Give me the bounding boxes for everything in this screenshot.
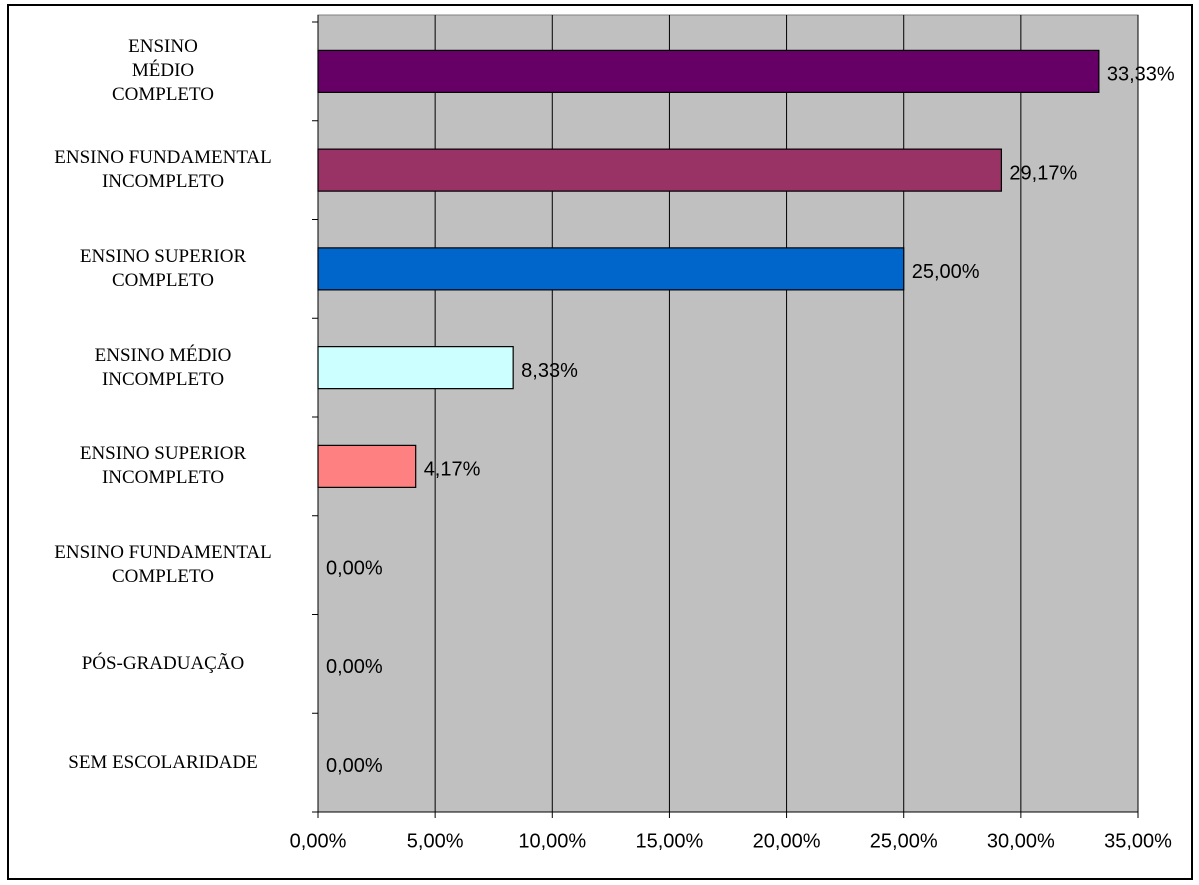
y-tick-label: SEM ESCOLARIDADE bbox=[68, 751, 258, 773]
x-tick-label: 30,00% bbox=[987, 830, 1055, 852]
value-label: 29,17% bbox=[1009, 162, 1077, 184]
chart-border bbox=[7, 4, 1193, 880]
y-tick-label: ENSINO SUPERIOR COMPLETO bbox=[79, 245, 247, 291]
bar bbox=[317, 346, 514, 390]
value-label: 4,17% bbox=[424, 459, 481, 481]
value-label: 25,00% bbox=[912, 261, 980, 283]
y-tick-label: ENSINO FUNDAMENTAL COMPLETO bbox=[54, 542, 272, 588]
value-label: 0,00% bbox=[326, 656, 383, 678]
bar bbox=[317, 49, 1100, 93]
y-tick-label: PÓS-GRADUAÇÃO bbox=[81, 652, 245, 674]
y-tick-label: ENSINO MÉDIO COMPLETO bbox=[111, 36, 215, 106]
x-tick-label: 5,00% bbox=[407, 830, 464, 852]
value-label: 0,00% bbox=[326, 755, 383, 777]
x-tick-label: 10,00% bbox=[518, 830, 586, 852]
bar bbox=[317, 444, 417, 488]
x-tick-label: 20,00% bbox=[753, 830, 821, 852]
x-tick-label: 35,00% bbox=[1104, 830, 1172, 852]
bar bbox=[317, 247, 905, 291]
y-tick-label: ENSINO MÉDIO INCOMPLETO bbox=[94, 344, 232, 390]
y-tick-label: ENSINO FUNDAMENTAL INCOMPLETO bbox=[54, 147, 272, 193]
plot-area bbox=[317, 14, 1139, 813]
value-label: 33,33% bbox=[1107, 64, 1175, 86]
x-tick-label: 15,00% bbox=[636, 830, 704, 852]
x-tick-label: 25,00% bbox=[870, 830, 938, 852]
x-tick-label: 0,00% bbox=[290, 830, 347, 852]
bar bbox=[317, 148, 1003, 192]
y-tick-label: ENSINO SUPERIOR INCOMPLETO bbox=[79, 443, 247, 489]
value-label: 8,33% bbox=[521, 360, 578, 382]
value-label: 0,00% bbox=[326, 557, 383, 579]
